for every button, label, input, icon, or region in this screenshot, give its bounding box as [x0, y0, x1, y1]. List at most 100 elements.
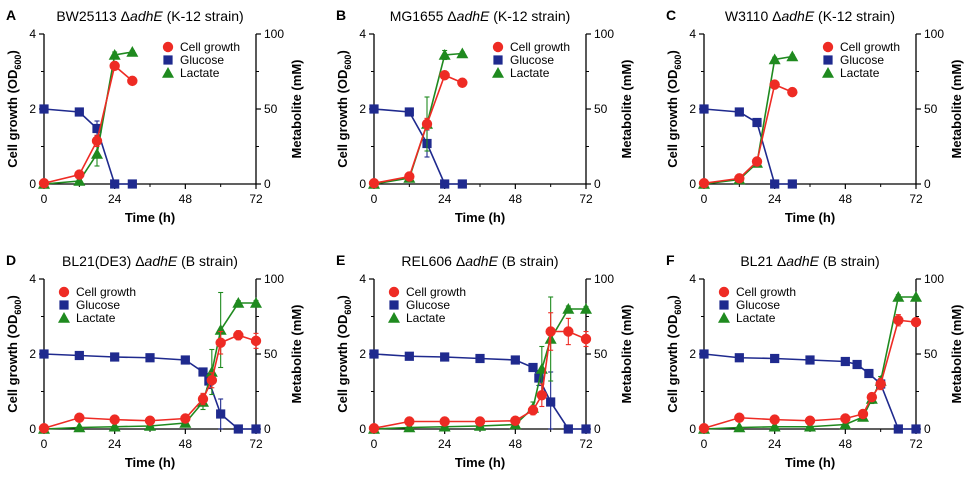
legend-label: Lactate	[736, 311, 776, 325]
data-point	[404, 416, 415, 427]
data-point	[369, 104, 379, 114]
data-point	[38, 423, 50, 434]
data-point	[839, 418, 852, 430]
data-point	[768, 420, 781, 432]
panel-letter: B	[336, 7, 346, 23]
panel-title-strain-type: (K-12 strain)	[814, 8, 895, 24]
data-point	[528, 362, 538, 373]
y-left-tick-label: 4	[359, 27, 366, 41]
data-point	[74, 107, 84, 117]
series-line	[703, 55, 793, 185]
y-right-tick-label: 50	[264, 102, 278, 116]
y-left-tick-label: 0	[29, 422, 36, 436]
legend-marker	[162, 67, 174, 78]
data-point	[840, 356, 850, 367]
data-point	[440, 179, 450, 189]
panel-title: BL21 ΔadhE (B strain)	[740, 253, 879, 269]
data-point	[91, 135, 103, 147]
series-line	[373, 330, 587, 430]
data-point	[38, 178, 50, 189]
legend-marker	[58, 312, 70, 323]
series-lactate	[698, 291, 922, 434]
x-tick-label: 48	[509, 437, 523, 451]
y-right-tick-label: 50	[594, 347, 608, 361]
y-left-tick-label: 2	[689, 347, 696, 361]
data-point	[421, 118, 433, 130]
data-point	[768, 53, 781, 65]
data-point	[536, 390, 548, 401]
legend-marker	[822, 67, 834, 78]
y-right-tick-label: 0	[594, 177, 601, 191]
legend-label: Cell growth	[510, 40, 570, 54]
y-right-tick-label: 50	[924, 347, 938, 361]
data-point	[804, 415, 816, 426]
data-point	[126, 46, 139, 57]
panel-letter: D	[6, 252, 16, 268]
y-right-axis-label: Metabolite (mM)	[949, 60, 964, 159]
y-right-tick-label: 50	[264, 347, 278, 361]
series-line	[703, 83, 793, 185]
data-point	[74, 169, 85, 180]
y-right-tick-label: 0	[924, 177, 931, 191]
data-point	[109, 414, 120, 425]
series-cell-growth	[38, 330, 262, 434]
x-tick-label: 0	[701, 437, 708, 451]
panel-title-strain-type: (K-12 strain)	[489, 8, 570, 24]
data-point	[892, 291, 905, 302]
data-point	[734, 107, 744, 117]
panel-letter: C	[666, 7, 676, 23]
series-line	[373, 353, 586, 430]
data-point	[404, 107, 414, 117]
y-right-tick-label: 100	[924, 27, 944, 41]
data-point	[74, 350, 84, 361]
data-point	[438, 49, 451, 60]
y-left-tick-label: 2	[29, 102, 36, 116]
panel-title-gene: adhE	[457, 8, 490, 24]
panel-title-strain: REL606 Δ	[401, 253, 465, 269]
panel-e: E REL606 ΔadhE (B strain)0 24 48 72024050100…	[335, 252, 634, 470]
y-right-tick-label: 100	[264, 27, 284, 41]
x-tick-label: 24	[108, 437, 122, 451]
data-point	[127, 179, 137, 189]
panel-title-strain-type: (B strain)	[498, 253, 559, 269]
panel-title: REL606 ΔadhE (B strain)	[401, 253, 558, 269]
data-point	[563, 424, 573, 434]
data-point	[752, 117, 762, 128]
data-point	[734, 173, 745, 184]
legend-label: Cell growth	[840, 40, 900, 54]
y-left-tick-label: 2	[29, 347, 36, 361]
data-point	[769, 414, 780, 425]
data-point	[205, 366, 218, 377]
data-point	[786, 50, 799, 62]
y-right-tick-label: 0	[924, 422, 931, 436]
legend-label: Lactate	[180, 66, 220, 80]
data-point	[439, 70, 450, 81]
data-point	[39, 349, 49, 359]
legend-marker	[388, 286, 400, 298]
data-point	[893, 315, 904, 326]
panel-title: W3110 ΔadhE (K-12 strain)	[725, 8, 895, 24]
data-point	[250, 335, 262, 347]
y-left-axis-label: Cell growth (OD600)	[5, 50, 23, 168]
series-line	[703, 319, 917, 430]
y-left-tick-label: 4	[689, 27, 696, 41]
panel-d: D BL21(DE3) ΔadhE (B strain)0 24 48 72024050…	[5, 252, 304, 470]
data-point	[145, 353, 155, 363]
data-point	[474, 416, 486, 427]
y-right-tick-label: 100	[594, 27, 614, 41]
data-point	[110, 179, 120, 189]
data-point	[214, 324, 227, 335]
data-point	[403, 421, 416, 433]
legend-label: Glucose	[180, 53, 224, 67]
panel-a: A BW25113 ΔadhE (K-12 strain)0 24 48 7202405…	[5, 7, 304, 225]
data-point	[457, 77, 468, 88]
series-glucose	[369, 104, 467, 189]
data-point	[699, 104, 709, 114]
data-point	[440, 352, 450, 362]
data-point	[206, 375, 218, 386]
x-tick-label: 48	[179, 437, 193, 451]
y-left-tick-label: 0	[359, 177, 366, 191]
